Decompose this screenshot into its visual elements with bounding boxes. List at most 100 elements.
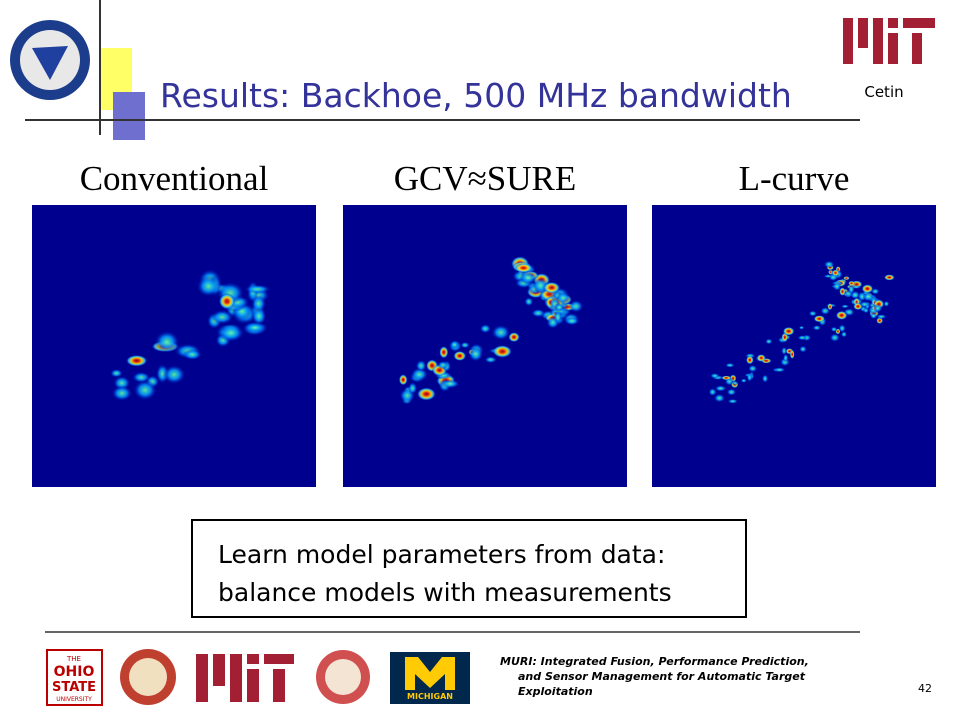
radar-blob [862, 307, 870, 314]
radar-blob [460, 341, 470, 349]
panels: Conventional GCV≈SURE L-curve [32, 159, 936, 487]
radar-blob [869, 312, 878, 319]
radar-blob [217, 323, 245, 342]
radar-blob [781, 346, 787, 356]
radar-blob [133, 379, 157, 401]
radar-blob [713, 393, 726, 403]
radar-blob [876, 314, 887, 320]
radar-blob [524, 297, 534, 307]
radar-blob [765, 338, 773, 345]
radar-blob [761, 374, 769, 383]
afrl-logo [10, 20, 90, 100]
radar-blob [789, 349, 795, 359]
radar-blob [873, 303, 883, 313]
radar-blob [543, 281, 561, 294]
radar-blob [531, 308, 546, 318]
deco-blue [113, 92, 145, 140]
callout-line: balance models with measurements [218, 578, 672, 607]
radar-blob [553, 310, 563, 324]
radar-blob [218, 293, 236, 310]
radar-blob [709, 373, 720, 379]
radar-blob [746, 355, 754, 365]
radar-blob [554, 302, 565, 312]
radar-blob [861, 284, 874, 294]
radar-blob [162, 364, 186, 385]
mit-logo-small [196, 654, 294, 702]
radar-blob [416, 387, 436, 401]
radar-blob [847, 284, 855, 295]
radar-blob [410, 367, 429, 382]
radar-blob [884, 274, 895, 281]
radar-blob [132, 371, 151, 383]
radar-blob [727, 398, 739, 404]
radar-blob [437, 360, 449, 370]
radar-blob [748, 364, 758, 373]
radar-blobs [708, 260, 895, 404]
slide-title: Results: Backhoe, 500 MHz bandwidth [160, 76, 792, 115]
footer-line: and Sensor Management for Automatic Targ… [518, 670, 806, 683]
logo-text: MICHIGAN [407, 692, 453, 701]
radar-blob [829, 333, 840, 342]
radar-blob [244, 284, 271, 294]
radar-blob [251, 307, 267, 326]
radar-blob [746, 372, 753, 382]
radar-blob [797, 335, 807, 341]
seal-logo [316, 650, 370, 704]
radar-blob [870, 288, 880, 295]
radar-image [343, 205, 627, 487]
radar-blob [820, 306, 831, 315]
radar-blob [449, 340, 460, 349]
radar-blob [831, 269, 840, 277]
radar-blob [519, 271, 537, 285]
radar-blob [564, 316, 580, 326]
radar-blob [838, 324, 846, 333]
panel-label: L-curve [739, 159, 850, 198]
radar-blob [883, 300, 890, 307]
radar-blob [708, 388, 717, 396]
panel-label: Conventional [80, 159, 269, 198]
radar-blob [813, 315, 826, 323]
footer-line: MURI: Integrated Fusion, Performance Pre… [500, 655, 809, 668]
radar-blob [725, 362, 735, 368]
radar-blob [111, 385, 133, 401]
page-number: 42 [918, 682, 932, 695]
radar-blob [848, 280, 855, 286]
logo-text: THE [66, 655, 81, 663]
logo-text: UNIVERSITY [56, 696, 92, 703]
radar-blob [859, 301, 870, 308]
radar-blob [251, 295, 266, 312]
radar-blob [210, 309, 234, 325]
radar-blob [110, 368, 123, 378]
callout-line: Learn model parameters from data: [218, 540, 665, 569]
radar-blob [491, 324, 511, 341]
radar-blob [398, 374, 408, 386]
radar-blob [415, 359, 427, 372]
radar-blob [408, 382, 418, 395]
panel-label: GCV≈SURE [394, 159, 577, 198]
logo-text: STATE [52, 680, 96, 695]
radar-blob [740, 378, 747, 383]
radar-blob [492, 345, 512, 358]
radar-blob [774, 367, 786, 373]
footer-line: Exploitation [518, 685, 593, 698]
radar-blob [440, 379, 460, 389]
mit-logo [843, 18, 935, 64]
radar-blobs [110, 269, 271, 401]
radar-blob [782, 353, 789, 363]
seal-logo [120, 649, 176, 705]
radar-blob [808, 310, 817, 317]
radar-blob [782, 326, 795, 336]
radar-blobs [398, 256, 584, 405]
radar-blob [182, 349, 202, 361]
radar-blob [479, 324, 491, 334]
radar-blob [568, 300, 584, 313]
radar-blob [830, 326, 838, 332]
radar-blob [154, 330, 180, 353]
michigan-logo: MICHIGAN [390, 652, 470, 704]
radar-blob [756, 354, 766, 362]
radar-blob [823, 260, 835, 269]
radar-blob [555, 291, 571, 305]
radar-blob [827, 303, 833, 311]
radar-blob [798, 325, 805, 330]
